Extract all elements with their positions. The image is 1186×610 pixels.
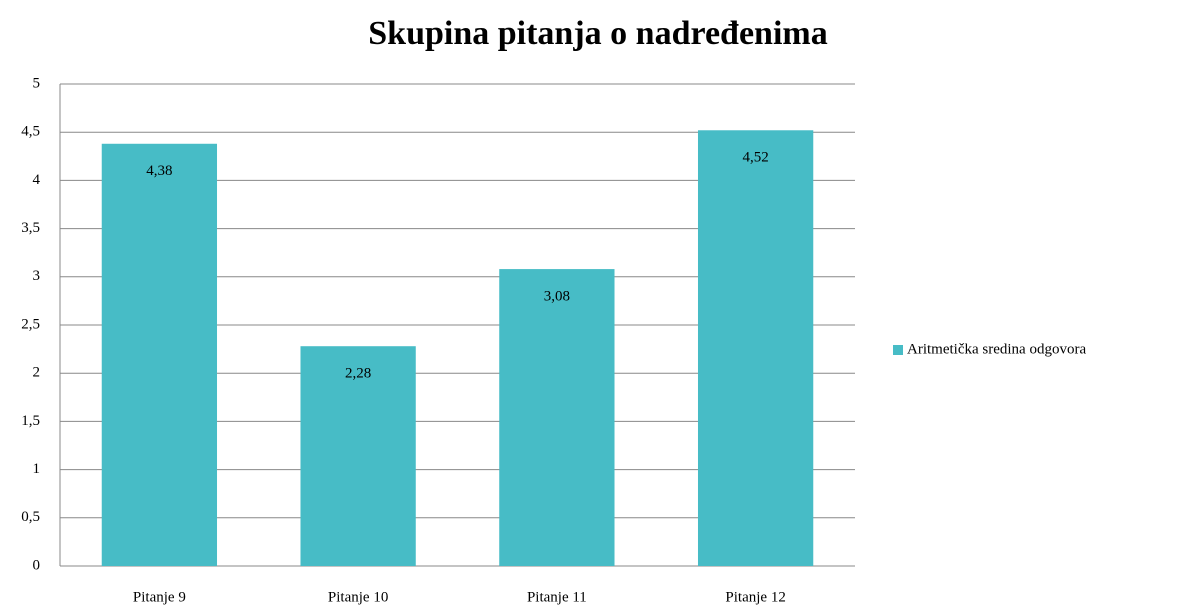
data-label: 2,28 — [345, 366, 371, 382]
legend-label: Aritmetička sredina odgovora — [907, 341, 1086, 357]
y-tick-label: 1,5 — [21, 413, 40, 429]
x-tick-label: Pitanje 10 — [328, 589, 388, 605]
y-tick-label: 1 — [33, 461, 41, 477]
legend-swatch — [893, 345, 903, 355]
bar — [101, 143, 218, 566]
y-tick-label: 2,5 — [21, 316, 40, 332]
y-tick-label: 3,5 — [21, 220, 40, 236]
y-tick-label: 4 — [33, 172, 41, 188]
y-tick-label: 5 — [33, 75, 41, 91]
x-tick-label: Pitanje 11 — [527, 589, 587, 605]
y-tick-label: 0 — [33, 557, 41, 573]
data-label: 3,08 — [544, 289, 570, 305]
data-label: 4,52 — [743, 150, 769, 166]
y-tick-label: 2 — [33, 365, 41, 381]
bar — [499, 269, 615, 566]
data-label: 4,38 — [146, 163, 172, 179]
x-tick-label: Pitanje 12 — [725, 589, 785, 605]
x-tick-label: Pitanje 9 — [133, 589, 186, 605]
bar — [697, 130, 814, 566]
y-tick-label: 0,5 — [21, 509, 40, 525]
y-tick-label: 4,5 — [21, 124, 40, 140]
y-tick-label: 3 — [33, 268, 41, 284]
chart-title: Skupina pitanja o nadređenima — [368, 15, 827, 52]
bar — [300, 346, 416, 566]
